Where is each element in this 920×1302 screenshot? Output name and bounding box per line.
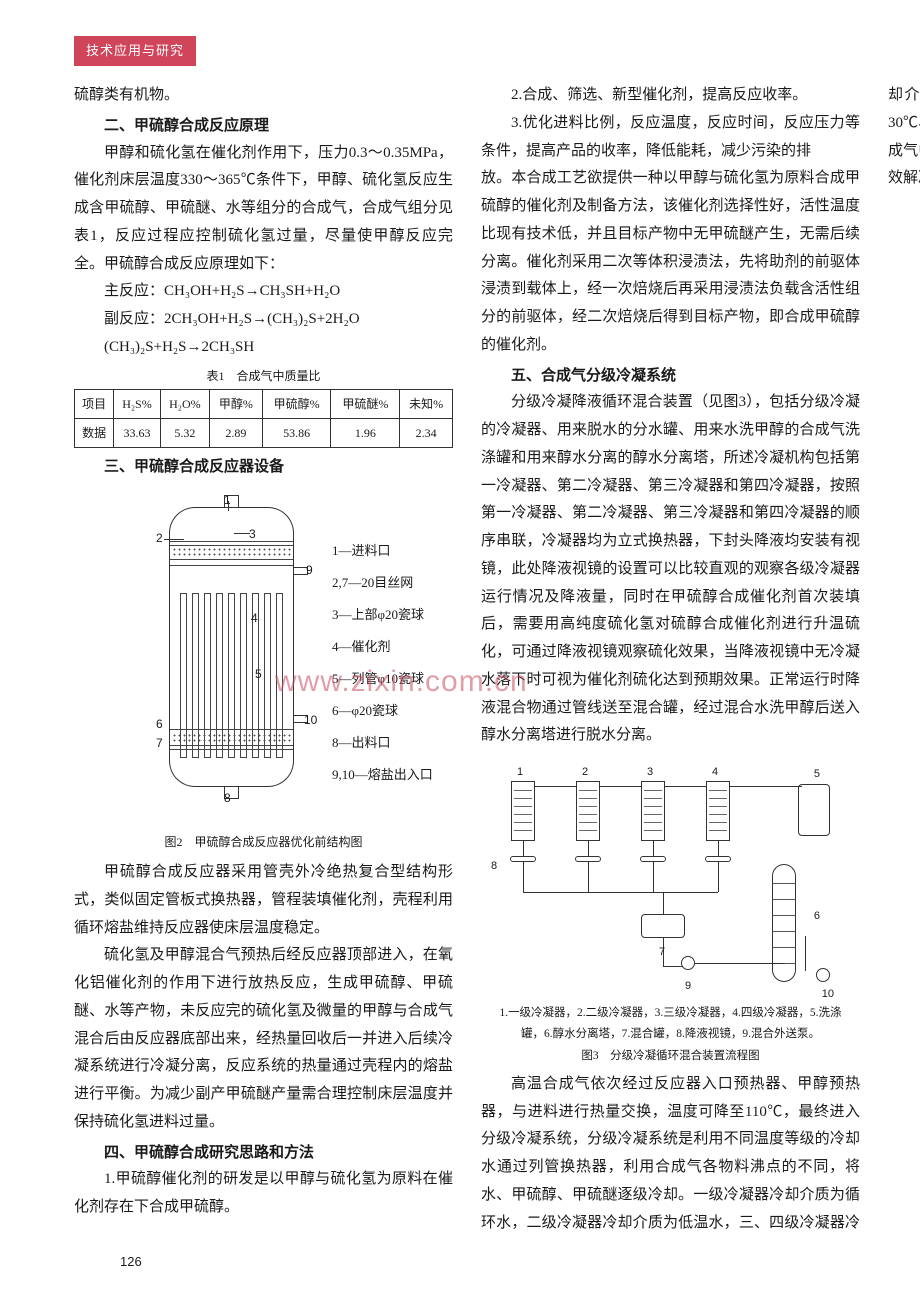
th: 未知%	[400, 389, 453, 418]
th: H₂O%	[160, 389, 209, 418]
page-number: 126	[120, 1250, 142, 1274]
section-title-3: 三、甲硫醇合成反应器设备	[74, 453, 453, 481]
formula-main: 主反应：CH₃OH+H₂S→CH₃SH+H₂O	[74, 278, 453, 306]
fig3-n7: 7	[659, 942, 665, 962]
table1: 项目 H₂S% H₂O% 甲醇% 甲硫醇% 甲硫醚% 未知% 数据 33.63 …	[74, 389, 453, 448]
figure3-block: 1 2 3 4 5 6 7 8 9 10 1.一级冷凝器，2.二级冷凝器，3.三…	[481, 756, 860, 1065]
fig3-n8: 8	[491, 856, 497, 876]
fig3-n1: 1	[517, 762, 523, 782]
fig3-n5: 5	[814, 764, 820, 784]
th: 甲硫醇%	[262, 389, 331, 418]
legend-line: 6—φ20瓷球	[332, 699, 398, 723]
callout-5: 5	[255, 663, 262, 685]
paragraph: 硫化氢及甲醇混合气预热后经反应器顶部进入，在氧化铝催化剂的作用下进行放热反应，生…	[74, 942, 453, 1136]
td: 2.34	[400, 418, 453, 447]
th: 项目	[75, 389, 114, 418]
formula-side1: 副反应：2CH₃OH+H₂S→(CH₃)₂S+2H₂O	[74, 306, 453, 334]
figure2-caption: 图2 甲硫醇合成反应器优化前结构图	[74, 831, 453, 853]
legend-line: 1—进料口	[332, 539, 391, 563]
td: 数据	[75, 418, 114, 447]
table-header-row: 项目 H₂S% H₂O% 甲醇% 甲硫醇% 甲硫醚% 未知%	[75, 389, 453, 418]
formula-side2: (CH₃)₂S+H₂S→2CH₃SH	[74, 334, 453, 362]
table-data-row: 数据 33.63 5.32 2.89 53.86 1.96 2.34	[75, 418, 453, 447]
section-tag: 技术应用与研究	[74, 36, 196, 66]
td: 33.63	[114, 418, 161, 447]
figure2-diagram: 1 2 3 4 5 6 7 8 9 10 1—进料口 2,7—20目丝网 3—上…	[74, 487, 453, 827]
legend-line: 2,7—20目丝网	[332, 571, 413, 595]
paragraph: 3.优化进料比例，反应温度，反应时间，反应压力等条件，提高产品的收率，降低能耗，…	[481, 110, 860, 166]
callout-9: 9	[306, 559, 313, 581]
legend-line: 4—催化剂	[332, 635, 391, 659]
fig3-n9: 9	[685, 976, 691, 996]
section-title-2: 二、甲硫醇合成反应原理	[74, 112, 453, 140]
figure2-block: 1 2 3 4 5 6 7 8 9 10 1—进料口 2,7—20目丝网 3—上…	[74, 487, 453, 853]
callout-3: 3	[249, 523, 256, 545]
figure3-caption-l1: 1.一级冷凝器，2.二级冷凝器，3.三级冷凝器，4.四级冷凝器，5.洗涤	[481, 1005, 860, 1022]
td: 53.86	[262, 418, 331, 447]
paragraph: 硫醇类有机物。	[74, 82, 453, 110]
paragraph: 1.甲硫醇催化剂的研发是以甲醇与硫化氢为原料在催化剂存在下合成甲硫醇。	[74, 1166, 453, 1222]
fig3-n10: 10	[822, 984, 834, 1004]
callout-7: 7	[156, 732, 163, 754]
fig3-n4: 4	[712, 762, 718, 782]
legend-line: 9,10—熔盐出入口	[332, 763, 433, 787]
th: H₂S%	[114, 389, 161, 418]
td: 1.96	[331, 418, 400, 447]
section-title-4: 四、甲硫醇合成研究思路和方法	[74, 1139, 453, 1167]
paragraph: 放。本合成工艺欲提供一种以甲醇与硫化氢为原料合成甲硫醇的催化剂及制备方法，该催化…	[481, 165, 860, 359]
table1-caption: 表1 合成气中质量比	[74, 365, 453, 387]
figure3-diagram: 1 2 3 4 5 6 7 8 9 10	[481, 756, 860, 1001]
legend-line: 5—列管φ10瓷球	[332, 667, 424, 691]
main-content: 硫醇类有机物。 二、甲硫醇合成反应原理 甲醇和硫化氢在催化剂作用下，压力0.3～…	[74, 82, 860, 1242]
figure3-caption-l2: 罐，6.醇水分离塔，7.混合罐，8.降液视镜，9.混合外送泵。	[481, 1026, 860, 1043]
fig3-n6: 6	[814, 906, 820, 926]
figure3-caption-l3: 图3 分级冷凝循环混合装置流程图	[481, 1048, 860, 1065]
fig3-n2: 2	[582, 762, 588, 782]
callout-10: 10	[304, 709, 317, 731]
paragraph: 甲醇和硫化氢在催化剂作用下，压力0.3～0.35MPa，催化剂床层温度330～3…	[74, 140, 453, 279]
callout-8: 8	[224, 787, 231, 809]
callout-2: 2	[156, 527, 163, 549]
th: 甲硫醚%	[331, 389, 400, 418]
paragraph: 2.合成、筛选、新型催化剂，提高反应收率。	[481, 82, 860, 110]
paragraph: 分级冷凝降液循环混合装置（见图3），包括分级冷凝的冷凝器、用来脱水的分水罐、用来…	[481, 389, 860, 750]
section-title-5: 五、合成气分级冷凝系统	[481, 362, 860, 390]
fig3-n3: 3	[647, 762, 653, 782]
td: 5.32	[160, 418, 209, 447]
legend-line: 3—上部φ20瓷球	[332, 603, 424, 627]
legend-line: 8—出料口	[332, 731, 391, 755]
paragraph: 甲硫醇合成反应器采用管壳外冷绝热复合型结构形式，类似固定管板式换热器，管程装填催…	[74, 859, 453, 942]
td: 2.89	[210, 418, 263, 447]
th: 甲醇%	[210, 389, 263, 418]
callout-4: 4	[251, 607, 258, 629]
